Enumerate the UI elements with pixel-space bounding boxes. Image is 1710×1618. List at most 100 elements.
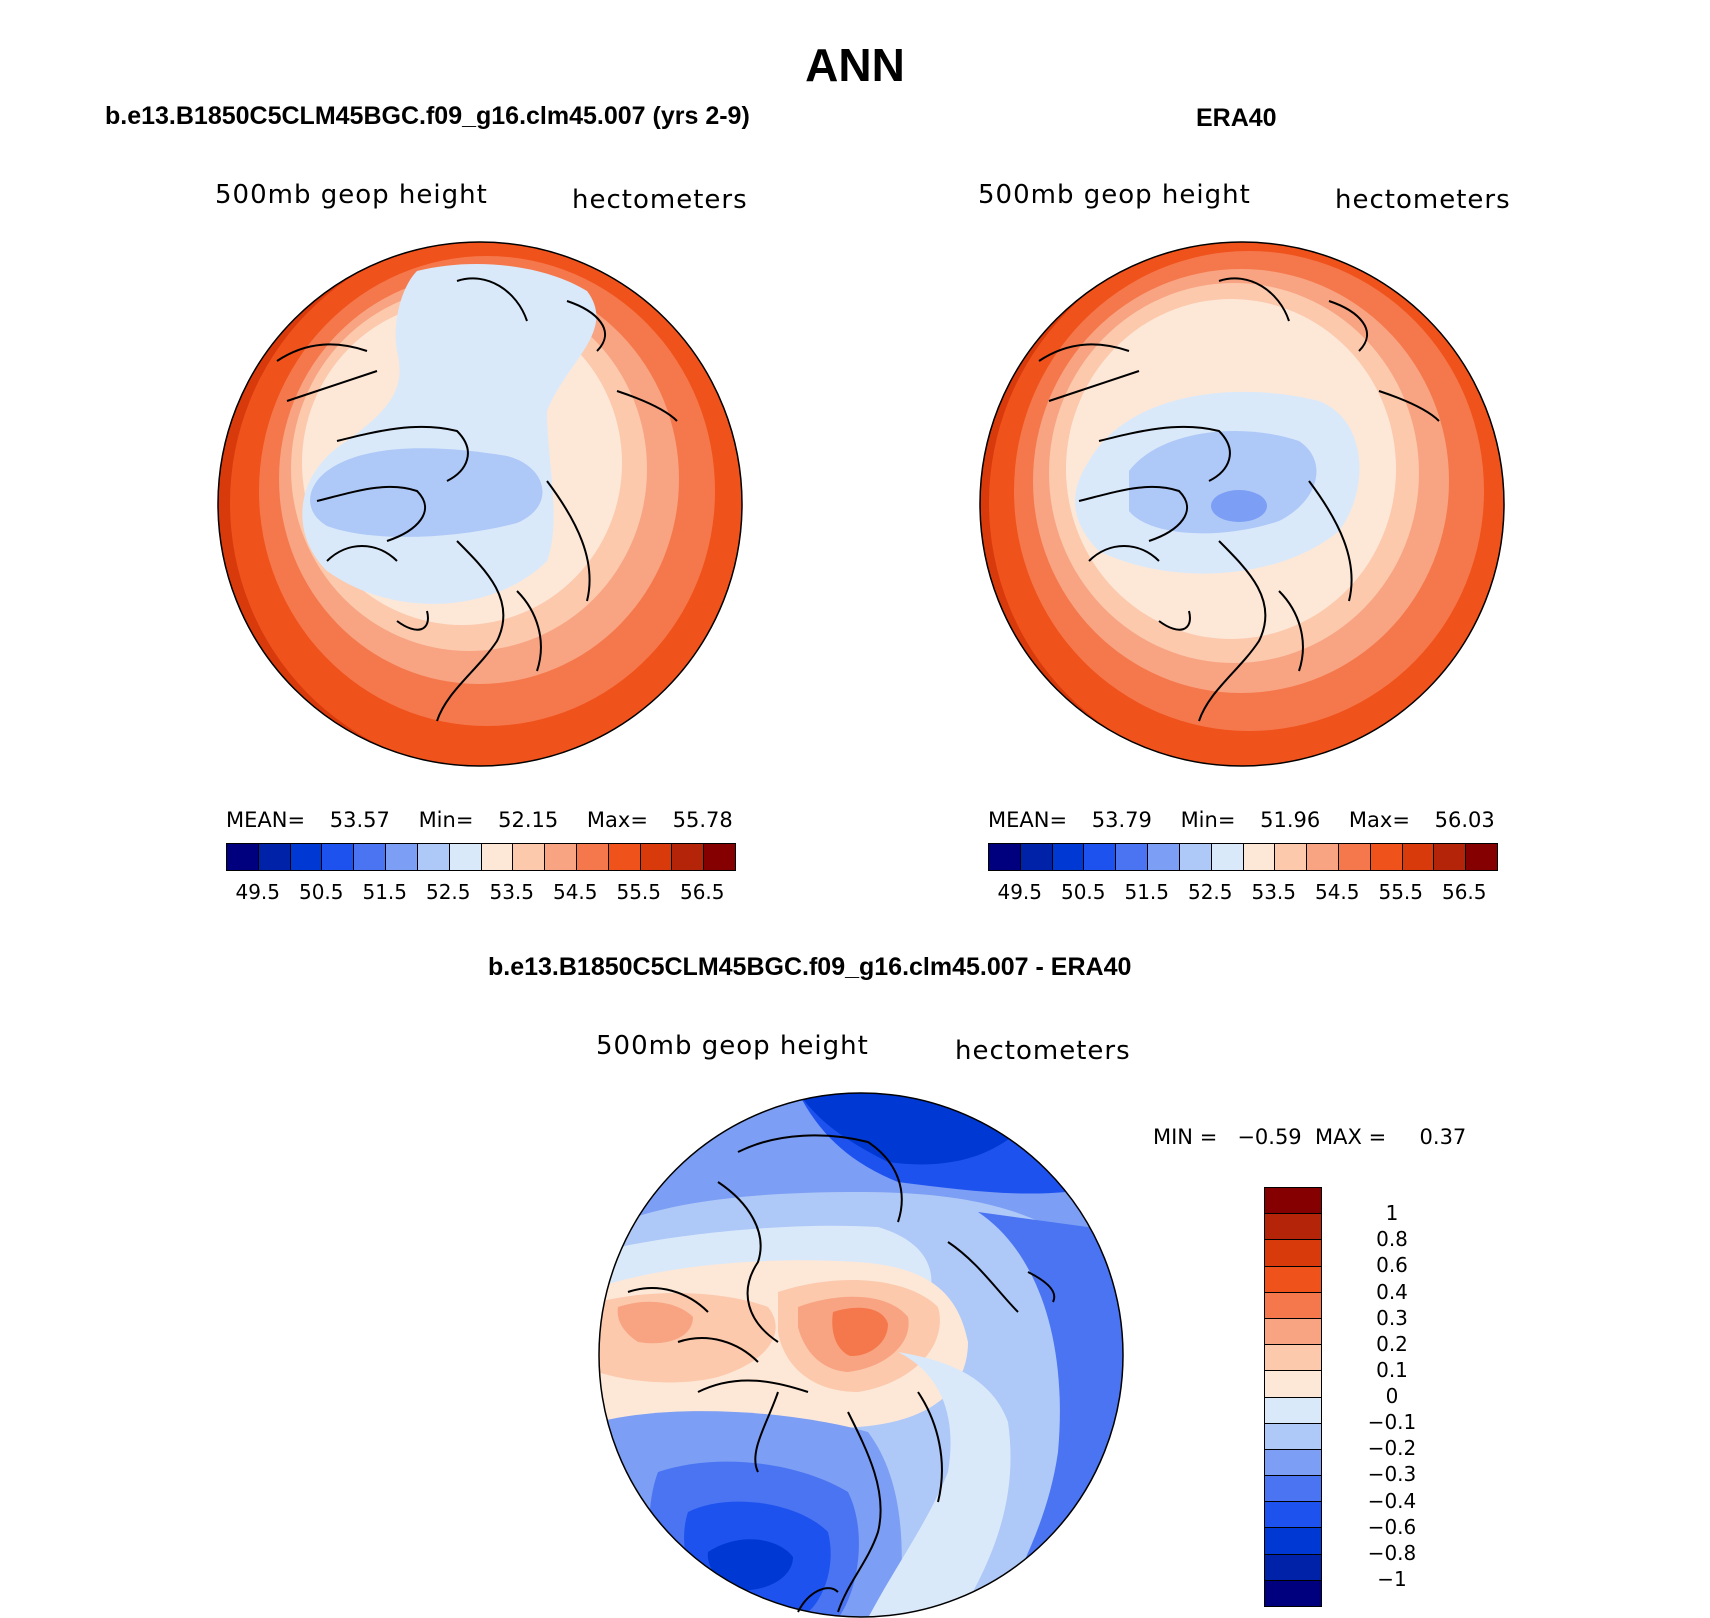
colorbar-tick-label: −0.4 (1367, 1488, 1417, 1513)
colorbar-swatch (672, 844, 705, 870)
panel-diff-polar-map (598, 1092, 1124, 1618)
colorbar-tick-label: 0.2 (1376, 1331, 1408, 1356)
colorbar-tick-label: 54.5 (552, 880, 598, 904)
colorbar-tick-label: 52.5 (425, 880, 471, 904)
colorbar-tick-label: 0.4 (1376, 1279, 1408, 1304)
colorbar-swatch (1052, 844, 1085, 870)
colorbar-swatch (1307, 844, 1339, 870)
colorbar-tick-label: 55.5 (616, 880, 662, 904)
colorbar-swatch (322, 844, 355, 870)
panel-left-variable-label: 500mb geop height (215, 180, 488, 210)
colorbar-swatch (1402, 844, 1435, 870)
colorbar-tick-label: 54.5 (1314, 880, 1360, 904)
colorbar-swatch (1084, 844, 1117, 870)
coastline-outline (276, 277, 678, 722)
colorbar-tick-label: 50.5 (298, 880, 344, 904)
panel-right-stats: MEAN= 53.79 Min= 51.96 Max= 56.03 (988, 808, 1495, 832)
panel-right-polar-map (979, 241, 1505, 767)
colorbar-tick-label: −0.8 (1367, 1540, 1417, 1565)
panel-right-units-label: hectometers (1335, 185, 1511, 215)
panel-right-colorbar (988, 843, 1498, 871)
colorbar-swatch (290, 844, 323, 870)
colorbar-swatch (386, 844, 418, 870)
colorbar-tick-label: 0.6 (1376, 1253, 1408, 1278)
min-label: Min= (1180, 808, 1236, 832)
mean-value: 53.57 (329, 808, 390, 832)
max-value: 56.03 (1434, 808, 1495, 832)
colorbar-swatch (1370, 844, 1403, 870)
colorbar-tick-label: 53.5 (489, 880, 535, 904)
colorbar-swatch (227, 844, 259, 870)
colorbar-swatch (1265, 1580, 1321, 1606)
colorbar-tick-label: 51.5 (362, 880, 408, 904)
panel-right-variable-label: 500mb geop height (978, 180, 1251, 210)
colorbar-tick-label: 0.8 (1376, 1227, 1408, 1252)
colorbar-tick-label: 49.5 (235, 880, 281, 904)
colorbar-swatch (481, 844, 514, 870)
colorbar-swatch (1179, 844, 1212, 870)
colorbar-swatch (704, 844, 735, 870)
coastline-outline (1038, 277, 1440, 722)
colorbar-swatch (1265, 1292, 1321, 1319)
panel-diff-colorbar (1264, 1187, 1322, 1607)
colorbar-swatch (1265, 1188, 1321, 1215)
colorbar-swatch (1265, 1266, 1321, 1293)
colorbar-swatch (1265, 1214, 1321, 1241)
colorbar-swatch (1265, 1397, 1321, 1424)
panel-diff-colorbar-ticks: 1 0.8 0.6 0.4 0.3 0.2 0.1 0 −0.1 −0.2 −0.3 −0.4 −0.6… (1332, 1187, 1452, 1605)
colorbar-swatch (1265, 1240, 1321, 1267)
colorbar-tick-label: −0.1 (1367, 1410, 1417, 1435)
colorbar-swatch (1265, 1345, 1321, 1372)
colorbar-tick-label: 0.3 (1376, 1305, 1408, 1330)
panel-diff-variable-label: 500mb geop height (596, 1031, 869, 1061)
max-label: Max= (1348, 808, 1410, 832)
colorbar-swatch (1265, 1318, 1321, 1346)
colorbar-swatch (1265, 1528, 1321, 1555)
colorbar-swatch (449, 844, 482, 870)
colorbar-tick-label: 56.5 (1441, 880, 1487, 904)
mean-value: 53.79 (1091, 808, 1152, 832)
colorbar-swatch (1020, 844, 1053, 870)
min-value: 52.15 (498, 808, 559, 832)
colorbar-swatch (354, 844, 387, 870)
colorbar-swatch (1466, 844, 1497, 870)
colorbar-swatch (1265, 1476, 1321, 1503)
panel-diff-units-label: hectometers (955, 1036, 1131, 1066)
colorbar-tick-label: −1 (1377, 1566, 1407, 1591)
panel-diff-title: b.e13.B1850C5CLM45BGC.f09_g16.clm45.007 … (488, 953, 1132, 981)
colorbar-swatch (1338, 844, 1371, 870)
colorbar-swatch (1275, 844, 1308, 870)
min-value: 51.96 (1260, 808, 1321, 832)
colorbar-swatch (1265, 1423, 1321, 1450)
coastline-outline (627, 1134, 1056, 1613)
colorbar-swatch (258, 844, 291, 870)
colorbar-swatch (989, 844, 1021, 870)
colorbar-swatch (608, 844, 641, 870)
colorbar-swatch (1265, 1449, 1321, 1477)
colorbar-swatch (640, 844, 673, 870)
colorbar-tick-label: −0.6 (1367, 1514, 1417, 1539)
colorbar-swatch (1265, 1554, 1321, 1581)
panel-diff-stats: MIN = −0.59 MAX = 0.37 (1153, 1125, 1467, 1149)
colorbar-tick-label: 0 (1385, 1384, 1399, 1408)
colorbar-swatch (1243, 844, 1276, 870)
colorbar-swatch (1211, 844, 1244, 870)
colorbar-tick-label: 0.1 (1376, 1357, 1408, 1382)
mean-label: MEAN= (226, 808, 306, 832)
panel-left-title: b.e13.B1850C5CLM45BGC.f09_g16.clm45.007 … (105, 102, 750, 130)
colorbar-tick-label: 53.5 (1251, 880, 1297, 904)
max-value: 55.78 (672, 808, 733, 832)
colorbar-tick-label: 56.5 (679, 880, 725, 904)
colorbar-swatch (1148, 844, 1180, 870)
colorbar-swatch (576, 844, 609, 870)
colorbar-tick-label: 1 (1385, 1201, 1399, 1226)
colorbar-swatch (1265, 1502, 1321, 1529)
colorbar-tick-label: 55.5 (1378, 880, 1424, 904)
colorbar-tick-label: 52.5 (1187, 880, 1233, 904)
colorbar-swatch (1265, 1371, 1321, 1398)
mean-label: MEAN= (988, 808, 1068, 832)
colorbar-tick-label: 50.5 (1060, 880, 1106, 904)
colorbar-swatch (545, 844, 577, 870)
colorbar-swatch (417, 844, 450, 870)
colorbar-tick-label: −0.2 (1367, 1436, 1417, 1461)
